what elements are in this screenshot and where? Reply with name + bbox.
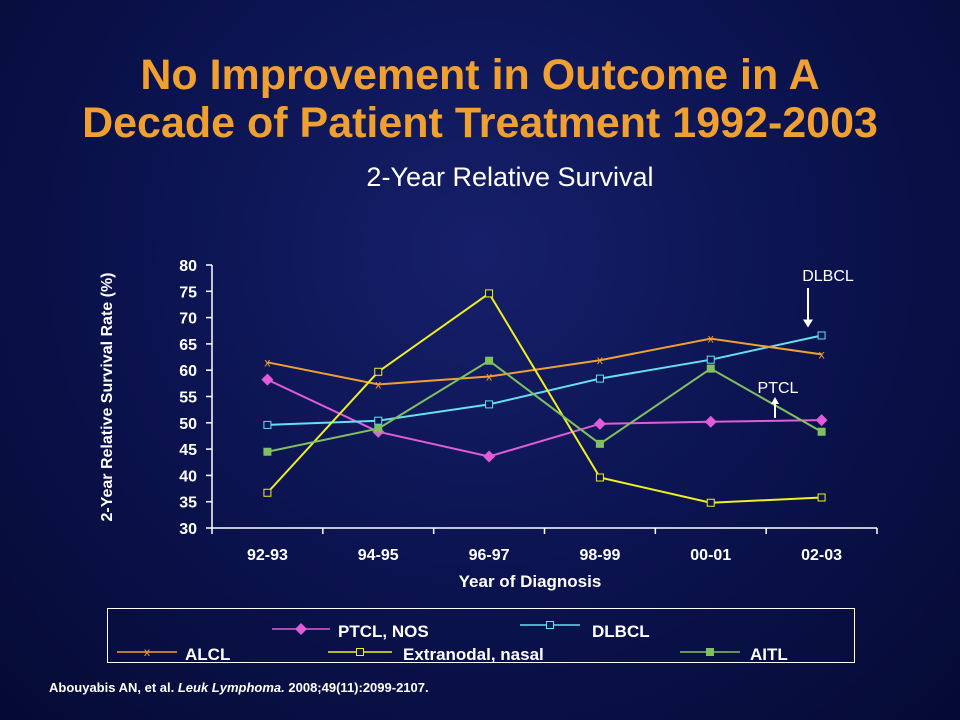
x-tick-label: 96-97 xyxy=(469,547,510,564)
legend-item-aitl: AITL xyxy=(680,645,788,664)
legend-box xyxy=(107,608,855,663)
data-point xyxy=(817,427,826,436)
annotation-ptcl-arrowhead xyxy=(771,397,779,404)
data-point xyxy=(706,498,715,507)
series-extranodal xyxy=(263,289,826,507)
data-point xyxy=(485,400,494,409)
x-axis-ticks: 92-93 94-95 96-97 98-99 00-01 02-03 Year of Di… xyxy=(99,272,878,591)
series-dlbcl xyxy=(263,331,826,429)
y-axis-label: 2-Year Relative Survival Rate (%) xyxy=(99,272,116,521)
x-axis-label: Year of Diagnosis xyxy=(459,572,602,591)
legend-label: DLBCL xyxy=(592,622,650,641)
y-tick-label: 40 xyxy=(179,468,197,485)
x-tick-label: 94-95 xyxy=(358,547,399,564)
legend-swatch-marker xyxy=(295,623,307,635)
annotation-dlbcl: DLBCL xyxy=(802,268,854,285)
data-point: x xyxy=(597,353,603,367)
chart-series: x x x x x x xyxy=(261,289,828,507)
legend-swatch-marker xyxy=(706,648,714,656)
y-tick-label: 65 xyxy=(179,337,197,354)
data-point xyxy=(706,364,715,373)
series-line xyxy=(267,359,823,453)
data-point xyxy=(595,439,604,448)
legend-swatch-marker xyxy=(356,648,364,656)
data-point xyxy=(593,417,606,430)
x-tick-label: 02-03 xyxy=(801,547,842,564)
data-point: x xyxy=(486,370,492,384)
annotation-dlbcl-arrowhead xyxy=(803,319,813,328)
citation-journal: Leuk Lymphoma. xyxy=(177,680,285,695)
data-point xyxy=(817,493,826,502)
y-axis-ticks: 30 35 40 45 50 55 60 65 70 75 80 xyxy=(179,258,212,538)
data-point xyxy=(483,450,496,463)
citation-footer: Abouyabis AN, et al. Leuk Lymphoma. 2008… xyxy=(49,680,429,695)
legend-label: Extranodal, nasal xyxy=(403,645,544,664)
citation-authors: Abouyabis AN, et al. xyxy=(49,680,175,695)
y-tick-label: 35 xyxy=(179,495,197,512)
slide-title-line-2: Decade of Patient Treatment 1992-2003 xyxy=(82,99,878,147)
series-line xyxy=(266,291,822,504)
data-point xyxy=(595,374,604,383)
data-point xyxy=(263,488,272,497)
annotation-ptcl: PTCL xyxy=(758,380,799,397)
data-point xyxy=(706,355,715,364)
data-point xyxy=(263,420,272,429)
x-tick-label: 98-99 xyxy=(579,547,620,564)
legend-item-dlbcl: DLBCL xyxy=(520,621,650,641)
legend-label: ALCL xyxy=(185,645,230,664)
data-point: x xyxy=(375,377,381,391)
data-point: x xyxy=(264,355,270,369)
data-point xyxy=(815,414,828,427)
y-tick-label: 55 xyxy=(179,390,197,407)
chart-annotations: DLBCL PTCL xyxy=(758,268,854,418)
data-point xyxy=(485,289,494,298)
y-tick-label: 60 xyxy=(179,363,197,380)
x-tick-label: 00-01 xyxy=(690,547,731,564)
y-tick-label: 30 xyxy=(179,521,197,538)
legend-swatch-marker xyxy=(546,621,554,629)
legend-item-ptcl-nos: PTCL, NOS xyxy=(272,622,429,641)
data-point xyxy=(374,424,383,433)
series-alcl: x x x x x x xyxy=(264,332,824,392)
y-tick-label: 45 xyxy=(179,442,197,459)
legend-label: AITL xyxy=(750,645,788,664)
chart-subtitle: 2-Year Relative Survival xyxy=(366,162,654,192)
series-line xyxy=(266,378,822,458)
legend-swatch-marker: x xyxy=(144,645,150,659)
series-line xyxy=(267,334,822,426)
data-point xyxy=(817,331,826,340)
data-point xyxy=(704,415,717,428)
data-point xyxy=(595,473,604,482)
data-point: x xyxy=(708,332,714,346)
legend-label: PTCL, NOS xyxy=(338,622,429,641)
y-tick-label: 75 xyxy=(179,284,197,301)
legend-item-alcl: x ALCL xyxy=(117,645,230,664)
y-tick-label: 50 xyxy=(179,416,197,433)
y-tick-label: 70 xyxy=(179,311,197,328)
data-point xyxy=(374,367,383,376)
data-point: x xyxy=(819,347,825,361)
data-point xyxy=(261,373,274,386)
slide-title-line-1: No Improvement in Outcome in A xyxy=(140,51,820,99)
chart-legend: PTCL, NOS DLBCL x ALCL Extranodal, nasal AITL xyxy=(117,621,788,664)
x-tick-label: 92-93 xyxy=(247,547,288,564)
series-aitl xyxy=(263,356,826,456)
y-tick-label: 80 xyxy=(179,258,197,275)
data-point xyxy=(374,416,383,425)
series-line xyxy=(267,337,822,386)
citation-details: 2008;49(11):2099-2107. xyxy=(288,680,429,695)
data-point xyxy=(263,447,272,456)
legend-item-extranodal: Extranodal, nasal xyxy=(328,645,544,664)
data-point xyxy=(485,356,494,365)
